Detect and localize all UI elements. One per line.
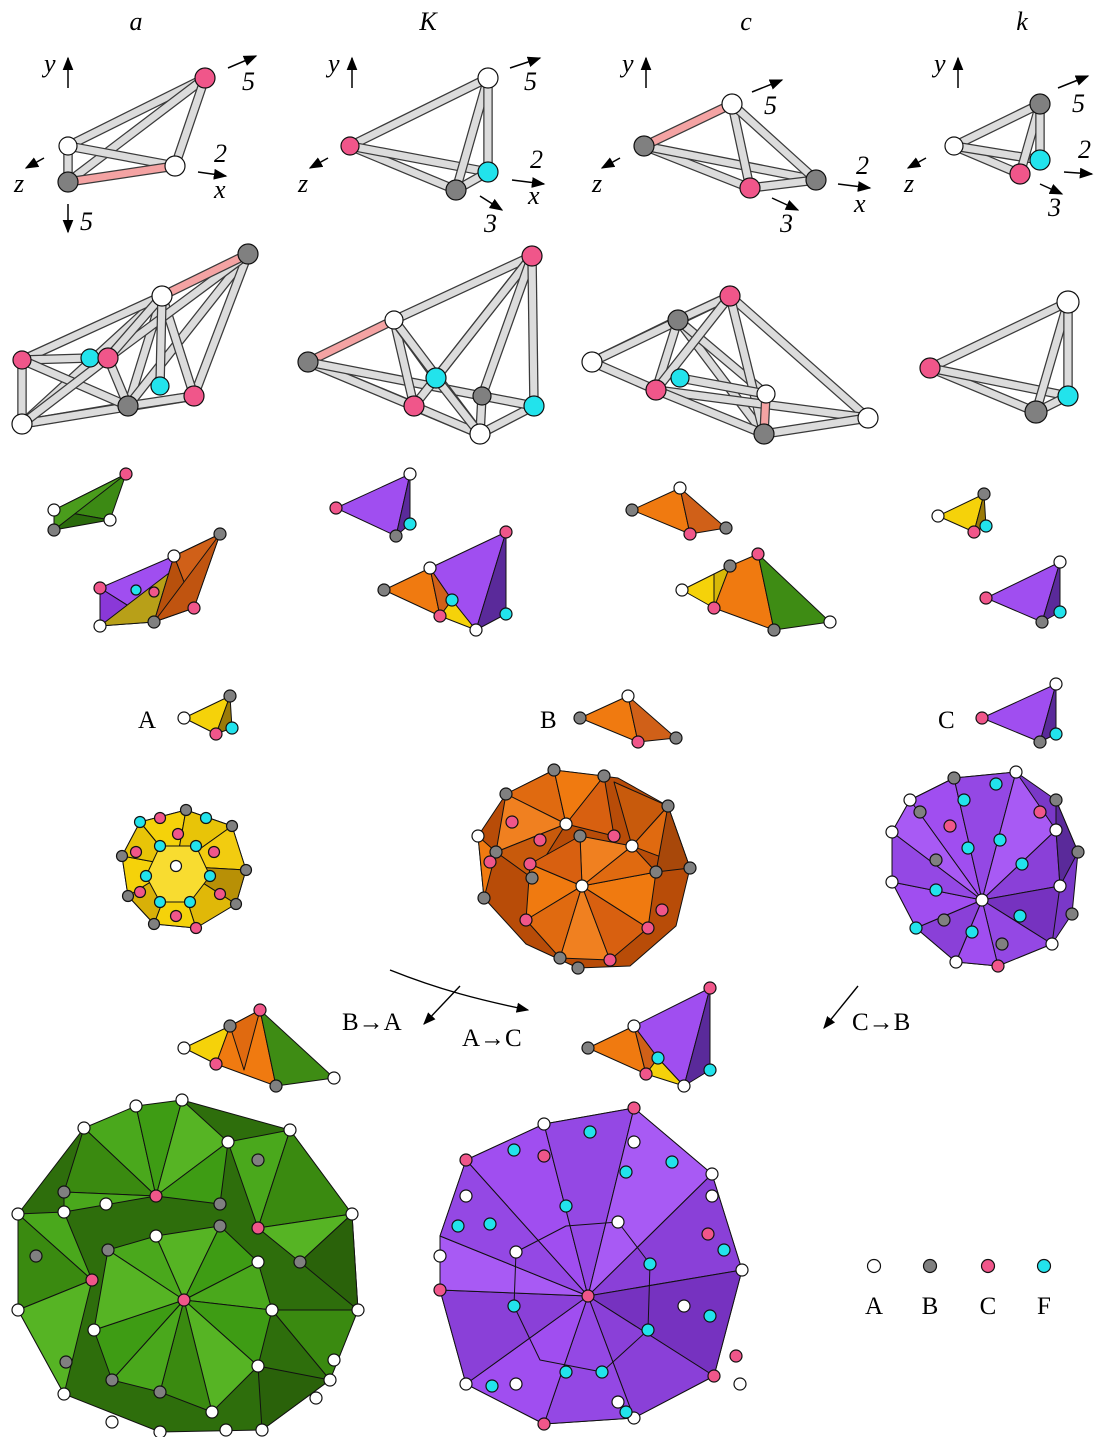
prototile-A xyxy=(177,689,239,741)
axis-value-5-down: 5 xyxy=(80,207,93,236)
transition-label-c-to-b: C→B xyxy=(852,1009,910,1036)
axis-z-label: z xyxy=(297,169,308,198)
axis-y-label: y xyxy=(931,49,946,78)
axis-value-2: 2 xyxy=(1078,135,1091,164)
tile-combo-green xyxy=(177,1003,341,1093)
axis-x-label: x xyxy=(853,189,866,218)
axis-z-label: z xyxy=(13,169,24,198)
framework-c-small: y z x 2 3 5 xyxy=(591,49,872,238)
axis-value-3: 3 xyxy=(1047,193,1061,222)
transition-label-a-to-c: A→C xyxy=(462,1025,522,1052)
framework-K-small: y z x 2 3 5 xyxy=(297,49,546,238)
axis-z-label: z xyxy=(591,169,602,198)
tile-combo-purple xyxy=(581,981,717,1093)
axis-value-5: 5 xyxy=(524,67,537,96)
framework-k-large xyxy=(919,290,1080,424)
tile-label-A: A xyxy=(138,707,156,734)
legend-label-A: A xyxy=(865,1293,883,1320)
legend-swatch-C xyxy=(980,1258,996,1274)
axis-x-label: x xyxy=(527,181,540,210)
axis-value-2: 2 xyxy=(530,145,543,174)
cluster-purple-large xyxy=(433,1101,749,1431)
axis-value-5: 5 xyxy=(1072,89,1085,118)
framework-a-large xyxy=(11,243,259,435)
cluster-yellow xyxy=(115,803,253,935)
prototile-C xyxy=(975,677,1063,749)
axis-x-label: x xyxy=(213,175,226,204)
framework-K-large xyxy=(297,245,545,445)
axis-y-label: y xyxy=(619,49,634,78)
axis-value-2: 2 xyxy=(214,139,227,168)
transition-label-b-to-a: B→A xyxy=(342,1009,402,1036)
framework-k-small: y z 2 3 5 xyxy=(903,49,1094,222)
axis-value-3: 3 xyxy=(779,209,793,238)
column-header-K: K xyxy=(418,7,438,36)
legend-swatch-B xyxy=(922,1258,938,1274)
framework-c-large xyxy=(581,285,879,445)
axis-value-5: 5 xyxy=(764,91,777,120)
cluster-orange xyxy=(471,763,697,975)
legend-swatch-F xyxy=(1036,1258,1052,1274)
tiles-a xyxy=(47,467,227,633)
column-header-a: a xyxy=(130,7,143,36)
axis-value-3: 3 xyxy=(483,209,497,238)
legend-label-C: C xyxy=(980,1293,997,1320)
tiles-k xyxy=(931,487,1067,629)
cluster-purple xyxy=(885,765,1085,973)
axis-value-2: 2 xyxy=(856,151,869,180)
prototile-B xyxy=(573,689,683,749)
axis-y-label: y xyxy=(325,49,340,78)
tiles-c xyxy=(625,481,837,637)
cluster-green-large xyxy=(11,1093,365,1437)
axis-value-5: 5 xyxy=(242,67,255,96)
axes-a: y z x 2 5 5 xyxy=(13,49,258,236)
column-header-k: k xyxy=(1016,7,1028,36)
axis-z-label: z xyxy=(903,169,914,198)
tile-label-C: C xyxy=(938,707,955,734)
column-header-c: c xyxy=(740,7,752,36)
legend-swatch-A xyxy=(866,1258,882,1274)
framework-a-small: y z x 2 5 5 xyxy=(13,49,258,236)
tile-label-B: B xyxy=(540,707,557,734)
legend-label-F: F xyxy=(1037,1293,1051,1320)
legend: A B C F xyxy=(865,1258,1052,1320)
tiles-K xyxy=(329,467,513,637)
legend-label-B: B xyxy=(922,1293,939,1320)
transition-arrows xyxy=(389,969,859,1029)
axis-y-label: y xyxy=(41,49,56,78)
